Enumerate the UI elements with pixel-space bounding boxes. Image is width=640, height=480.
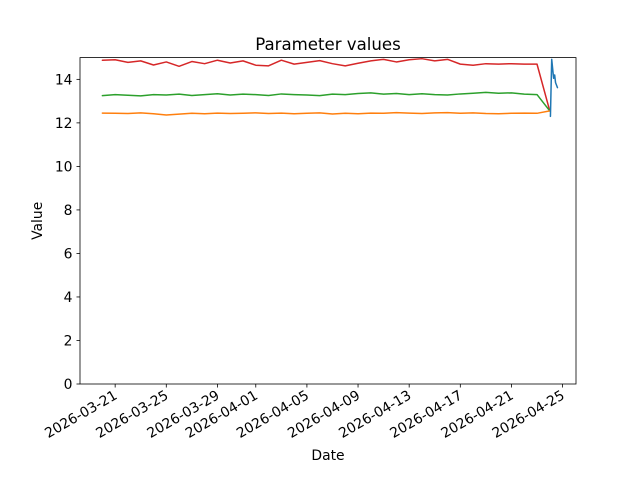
x-axis: 2026-03-212026-03-252026-03-292026-04-01…	[42, 384, 568, 442]
y-tick-label: 12	[55, 116, 73, 132]
series-blue-line	[549, 58, 559, 118]
y-tick-label: 4	[64, 290, 73, 306]
plot-lines	[101, 57, 559, 118]
plot-area	[79, 57, 577, 385]
series-green-line	[101, 91, 551, 112]
y-tick-label: 2	[64, 333, 73, 349]
y-tick-label: 14	[55, 72, 73, 88]
y-tick-label: 8	[64, 203, 73, 219]
y-axis-label: Value	[30, 202, 46, 240]
series-red-line	[101, 57, 551, 112]
series-orange-line	[101, 110, 551, 116]
y-tick-label: 10	[55, 159, 73, 175]
x-axis-label: Date	[311, 448, 344, 464]
y-axis: 0 2 4 6 8 10 12 14	[55, 72, 80, 393]
y-tick-label: 0	[64, 377, 73, 393]
y-tick-label: 6	[64, 246, 73, 262]
chart-title: Parameter values	[255, 35, 401, 54]
